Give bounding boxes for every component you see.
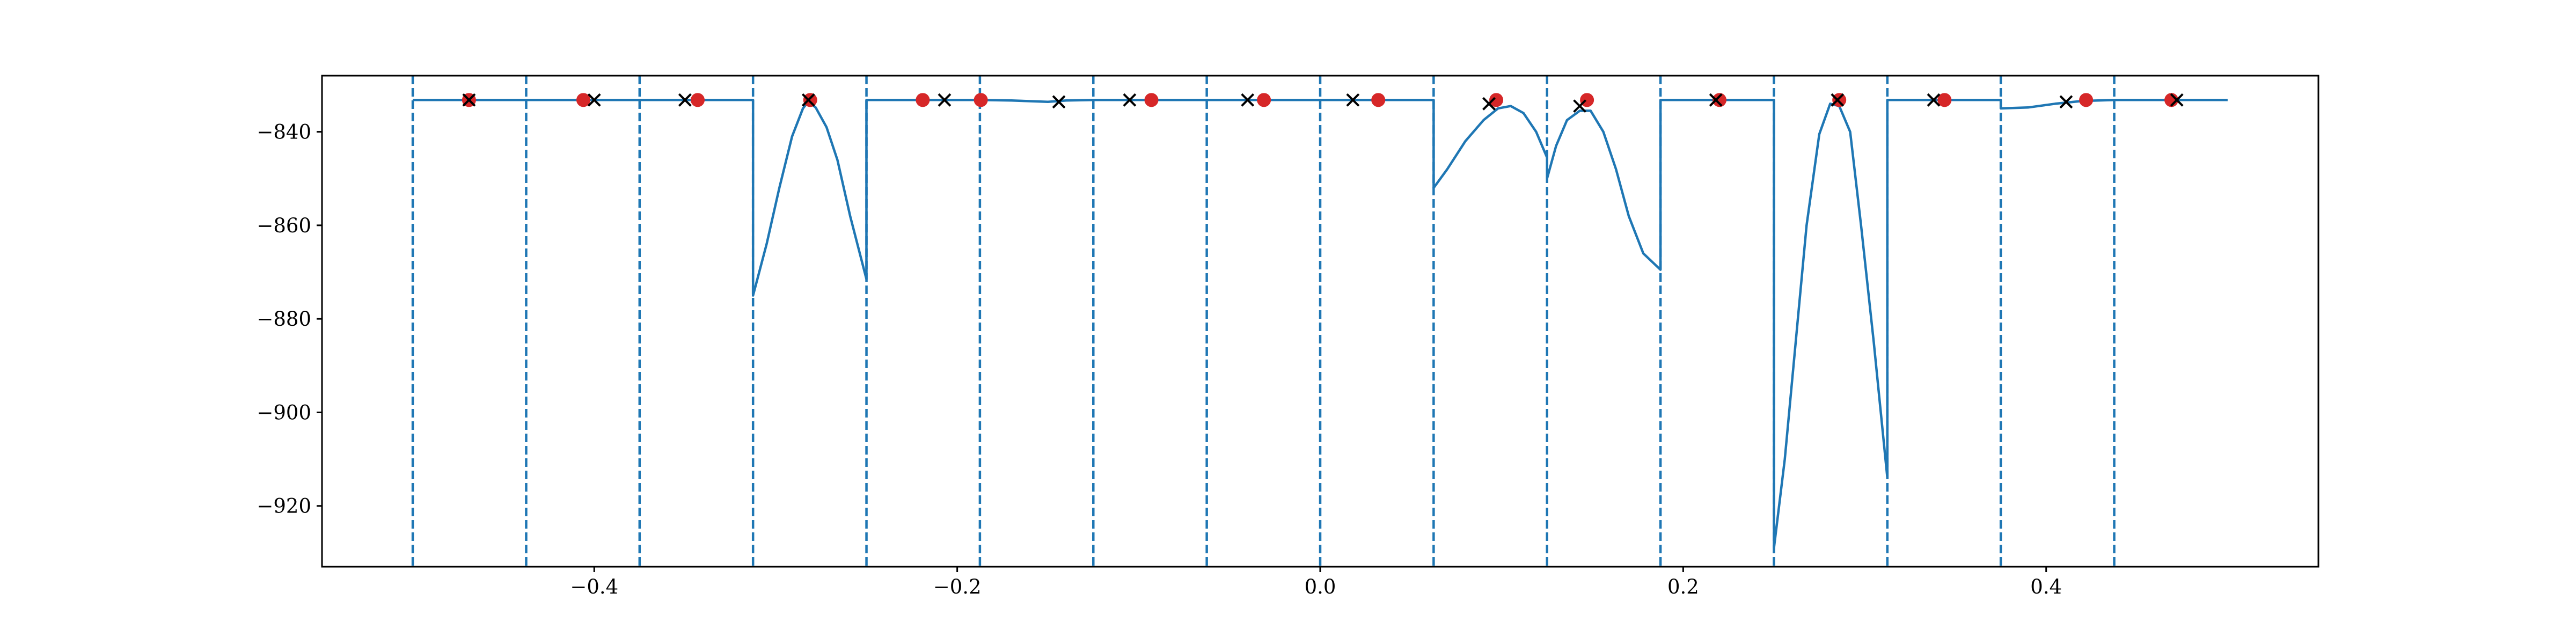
black-cross-point: [1927, 93, 1941, 107]
red-dot-point: [916, 93, 930, 107]
black-cross-point: [587, 93, 601, 107]
red-dot-point: [1371, 93, 1386, 107]
black-cross-point: [462, 93, 476, 107]
red-dot-point: [576, 93, 590, 107]
y-tick-label: −840: [257, 121, 311, 144]
black-cross-point: [801, 93, 815, 107]
plot-area: [411, 76, 2228, 567]
x-tick-label: −0.4: [570, 575, 618, 598]
black-cross-point: [1482, 97, 1496, 111]
black-cross-point: [2170, 93, 2184, 107]
black-cross-point: [1241, 93, 1255, 107]
x-tick-label: −0.2: [933, 575, 982, 598]
red-dot-point: [1144, 93, 1159, 107]
y-tick-label: −880: [257, 308, 311, 331]
black-cross-point: [1831, 93, 1845, 107]
series-line: [413, 99, 2228, 550]
black-cross-point: [678, 93, 692, 107]
red-dot-point: [1937, 93, 1952, 107]
red-dot-point: [691, 93, 705, 107]
y-tick-label: −860: [257, 214, 311, 237]
black-cross-point: [938, 93, 952, 107]
red-dot-point: [1713, 93, 1726, 107]
black-cross-point: [1709, 93, 1723, 107]
x-axis: −0.4 −0.2 0.0 0.2 0.4: [570, 567, 2062, 598]
red-dot-point: [1489, 93, 1504, 107]
black-cross-point: [2059, 95, 2073, 109]
red-dot-point: [803, 93, 817, 107]
y-tick-label: −900: [257, 401, 311, 424]
x-tick-label: 0.0: [1305, 575, 1336, 598]
red-dot-point: [1832, 93, 1847, 107]
black-cross-point: [1573, 99, 1587, 113]
black-cross-point: [1346, 93, 1360, 107]
red-dot-point: [974, 93, 988, 107]
red-dot-point: [1257, 93, 1271, 107]
red-dot-point: [2164, 93, 2179, 107]
x-tick-label: 0.2: [1667, 575, 1699, 598]
x-tick-label: 0.4: [2030, 575, 2062, 598]
y-axis: −840 −860 −880 −900 −920: [257, 121, 322, 518]
black-cross-point: [1052, 95, 1066, 109]
red-dot-point: [2079, 93, 2094, 107]
black-cross-point: [1123, 93, 1137, 107]
y-tick-label: −920: [257, 495, 311, 518]
